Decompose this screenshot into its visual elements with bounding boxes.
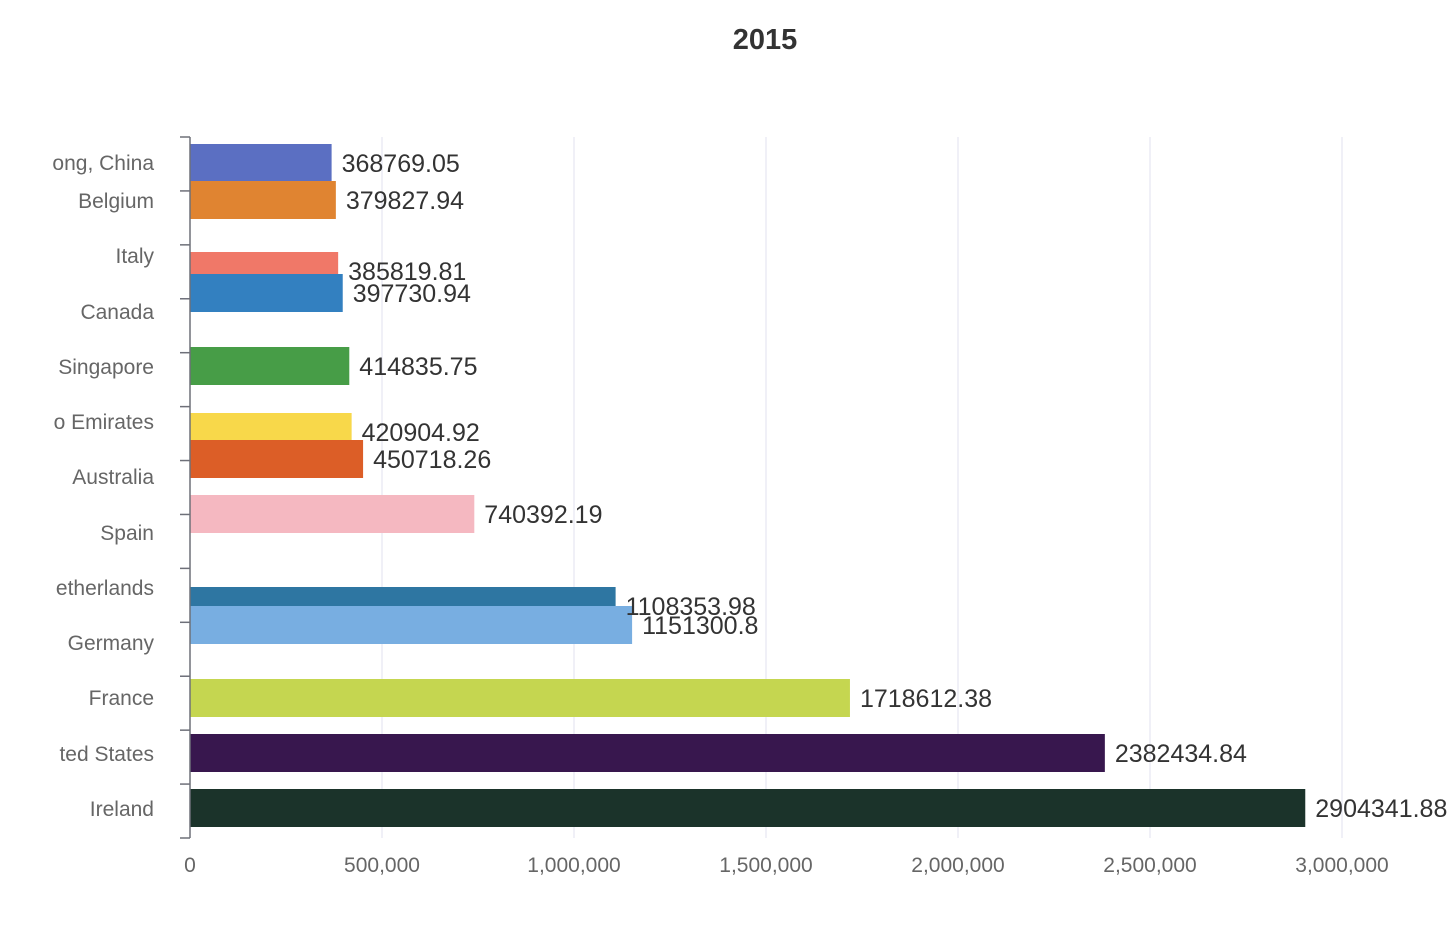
category-label: ted States bbox=[59, 743, 154, 766]
bar-germany bbox=[190, 606, 633, 644]
bar-ireland bbox=[190, 789, 1306, 827]
category-label: etherlands bbox=[56, 577, 154, 600]
bar-ong-china bbox=[190, 144, 332, 182]
bar-canada bbox=[190, 274, 343, 312]
x-tick-label: 1,000,000 bbox=[527, 854, 620, 877]
category-label: Singapore bbox=[58, 356, 154, 379]
grid-lines bbox=[381, 137, 1343, 838]
category-label: France bbox=[89, 687, 154, 710]
data-label: 1108353.98 bbox=[626, 593, 756, 621]
data-label: 385819.81 bbox=[348, 258, 466, 286]
data-label: 397730.94 bbox=[353, 280, 471, 308]
category-label: Ireland bbox=[90, 798, 154, 821]
labels: 0 500,000 1,000,000 1,500,000 2,000,000 2,500… bbox=[52, 150, 1447, 877]
chart-title: 2015 bbox=[732, 24, 798, 56]
x-tick-label: 1,500,000 bbox=[719, 854, 812, 877]
data-label: 368769.05 bbox=[342, 150, 460, 178]
category-label: Australia bbox=[72, 466, 154, 489]
bar-spain bbox=[190, 495, 475, 533]
bar-singapore bbox=[190, 347, 350, 385]
data-label: 2904341.88 bbox=[1315, 795, 1447, 823]
x-tick-label: 2,500,000 bbox=[1103, 854, 1196, 877]
category-label: o Emirates bbox=[54, 411, 154, 434]
category-label: Spain bbox=[100, 522, 154, 545]
data-label: 740392.19 bbox=[484, 501, 602, 529]
data-label: 2382434.84 bbox=[1115, 740, 1247, 768]
category-label: Canada bbox=[80, 301, 154, 324]
category-label: Belgium bbox=[78, 190, 154, 213]
x-tick-label: 500,000 bbox=[344, 854, 420, 877]
bar-belgium bbox=[190, 181, 336, 219]
data-label: 420904.92 bbox=[362, 419, 480, 447]
axes bbox=[180, 136, 191, 839]
bar-ted-states bbox=[190, 734, 1105, 772]
bar-australia bbox=[190, 440, 364, 478]
category-label: Italy bbox=[115, 245, 154, 268]
data-label: 450718.26 bbox=[373, 446, 491, 474]
data-label: 379827.94 bbox=[346, 187, 464, 215]
data-label: 1151300.8 bbox=[642, 612, 758, 640]
category-label: ong, China bbox=[52, 152, 154, 175]
x-tick-label: 2,000,000 bbox=[911, 854, 1004, 877]
x-tick-label: 3,000,000 bbox=[1295, 854, 1388, 877]
x-tick-label: 0 bbox=[184, 854, 196, 877]
data-label: 414835.75 bbox=[359, 353, 477, 381]
category-label: Germany bbox=[68, 632, 155, 655]
bar-france bbox=[190, 679, 850, 717]
data-label: 1718612.38 bbox=[860, 685, 992, 713]
bars bbox=[190, 144, 1306, 827]
